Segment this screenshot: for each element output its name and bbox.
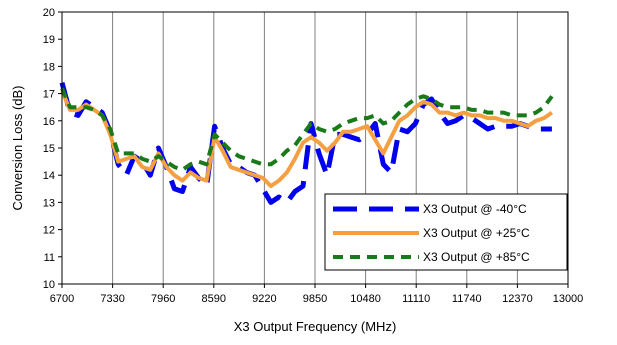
- y-tick-label: 16: [43, 116, 55, 128]
- x-tick-label: 10480: [350, 293, 381, 305]
- y-tick-label: 14: [43, 170, 55, 182]
- y-tick-label: 18: [43, 61, 55, 73]
- x-tick-label: 11110: [402, 293, 430, 305]
- y-tick-label: 11: [44, 252, 55, 264]
- y-axis-ticks: 10 11 12 13 14 15 16 17 18 19 20: [43, 7, 62, 291]
- x-axis-title: X3 Output Frequency (MHz): [234, 319, 397, 334]
- y-tick-label: 17: [43, 89, 55, 101]
- legend-box: [324, 193, 568, 271]
- series-line-1: [59, 82, 552, 205]
- x-tick-label: 8590: [202, 293, 226, 305]
- legend: X3 Output @ -40°C X3 Output @ +25°C X3 Out…: [324, 193, 568, 271]
- x-tick-label: 6700: [50, 293, 74, 305]
- legend-label-2: X3 Output @ +25°C: [423, 226, 530, 240]
- x-tick-label: 11740: [452, 293, 482, 305]
- x-tick-label: 7960: [151, 293, 175, 305]
- x-tick-label: 9220: [252, 293, 276, 305]
- x-tick-label: 13000: [553, 293, 584, 305]
- series-line-2: [60, 90, 554, 189]
- y-tick-label: 20: [43, 7, 55, 19]
- legend-label-3: X3 Output @ +85°C: [423, 250, 530, 264]
- x-tick-label: 12370: [502, 293, 533, 305]
- series-line-3: [60, 87, 554, 172]
- y-tick-label: 19: [43, 34, 55, 46]
- y-tick-label: 15: [43, 143, 55, 155]
- x-tick-label: 7330: [100, 293, 124, 305]
- y-tick-label: 12: [43, 225, 55, 237]
- x-tick-label: 9850: [303, 293, 327, 305]
- legend-label-1: X3 Output @ -40°C: [423, 202, 527, 216]
- y-tick-label: 13: [43, 197, 55, 209]
- y-tick-label: 10: [43, 279, 55, 291]
- series-lines: [59, 82, 554, 205]
- y-axis-title: Conversion Loss (dB): [10, 86, 25, 211]
- x-axis-ticks: 6700 7330 7960 8590 9220 9850 10480 11110 11740 1…: [50, 284, 584, 305]
